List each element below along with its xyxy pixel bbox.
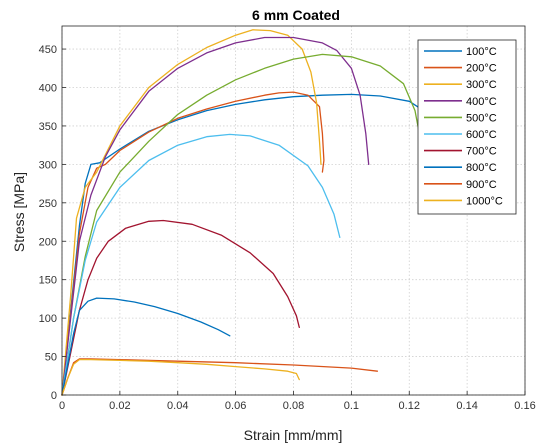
- legend-box: [417, 39, 517, 215]
- legend-label: 100°C: [466, 46, 497, 58]
- y-tick-label: 300: [39, 159, 57, 171]
- series-line-5: [61, 53, 426, 396]
- x-tick-label: 0.08: [283, 400, 304, 412]
- x-tick-label: 0.04: [167, 400, 188, 412]
- chart-title: 6 mm Coated: [252, 7, 340, 23]
- y-tick-label: 0: [51, 390, 57, 402]
- series-line-4: [61, 36, 370, 396]
- x-tick-label: 0.12: [399, 400, 420, 412]
- legend-label: 200°C: [466, 63, 497, 75]
- series-line-6: [61, 133, 341, 396]
- y-tick-label: 450: [39, 44, 57, 56]
- legend-label: 400°C: [466, 96, 497, 108]
- x-tick-label: 0: [59, 400, 65, 412]
- series-line-2: [61, 91, 325, 396]
- y-axis-label: Stress [MPa]: [11, 172, 27, 252]
- legend-label: 300°C: [466, 79, 497, 91]
- y-tick-label: 100: [39, 313, 57, 325]
- legend-label: 900°C: [466, 179, 497, 191]
- series-line-8: [61, 297, 231, 396]
- x-tick-label: 0.06: [225, 400, 246, 412]
- series-line-3: [61, 29, 322, 396]
- series-line-7: [61, 219, 300, 396]
- y-tick-label: 350: [39, 121, 57, 133]
- legend: 100°C 200°C 300°C 400°C 500°C 600°C 700°C 800°C…: [417, 39, 517, 215]
- y-tick-label: 150: [39, 275, 57, 287]
- y-tick-label: 250: [39, 198, 57, 210]
- legend-label: 600°C: [466, 129, 497, 141]
- x-tick-label: 0.16: [514, 400, 535, 412]
- legend-label: 700°C: [466, 146, 497, 158]
- legend-label: 800°C: [466, 162, 497, 174]
- x-tick-label: 0.14: [456, 400, 477, 412]
- legend-label: 1000°C: [466, 195, 503, 207]
- y-tick-label: 200: [39, 236, 57, 248]
- series-line-10: [61, 358, 300, 396]
- x-tick-label: 0.02: [109, 400, 130, 412]
- y-tick-label: 400: [39, 83, 57, 95]
- x-axis-label: Strain [mm/mm]: [244, 427, 343, 443]
- y-tick-label: 50: [45, 352, 57, 364]
- tick-layer: 0 0.02 0.04 0.06 0.08 0.1 0.12 0.14 0.16 0 50 100 15…: [39, 44, 536, 412]
- x-tick-label: 0.1: [344, 400, 359, 412]
- legend-label: 500°C: [466, 112, 497, 124]
